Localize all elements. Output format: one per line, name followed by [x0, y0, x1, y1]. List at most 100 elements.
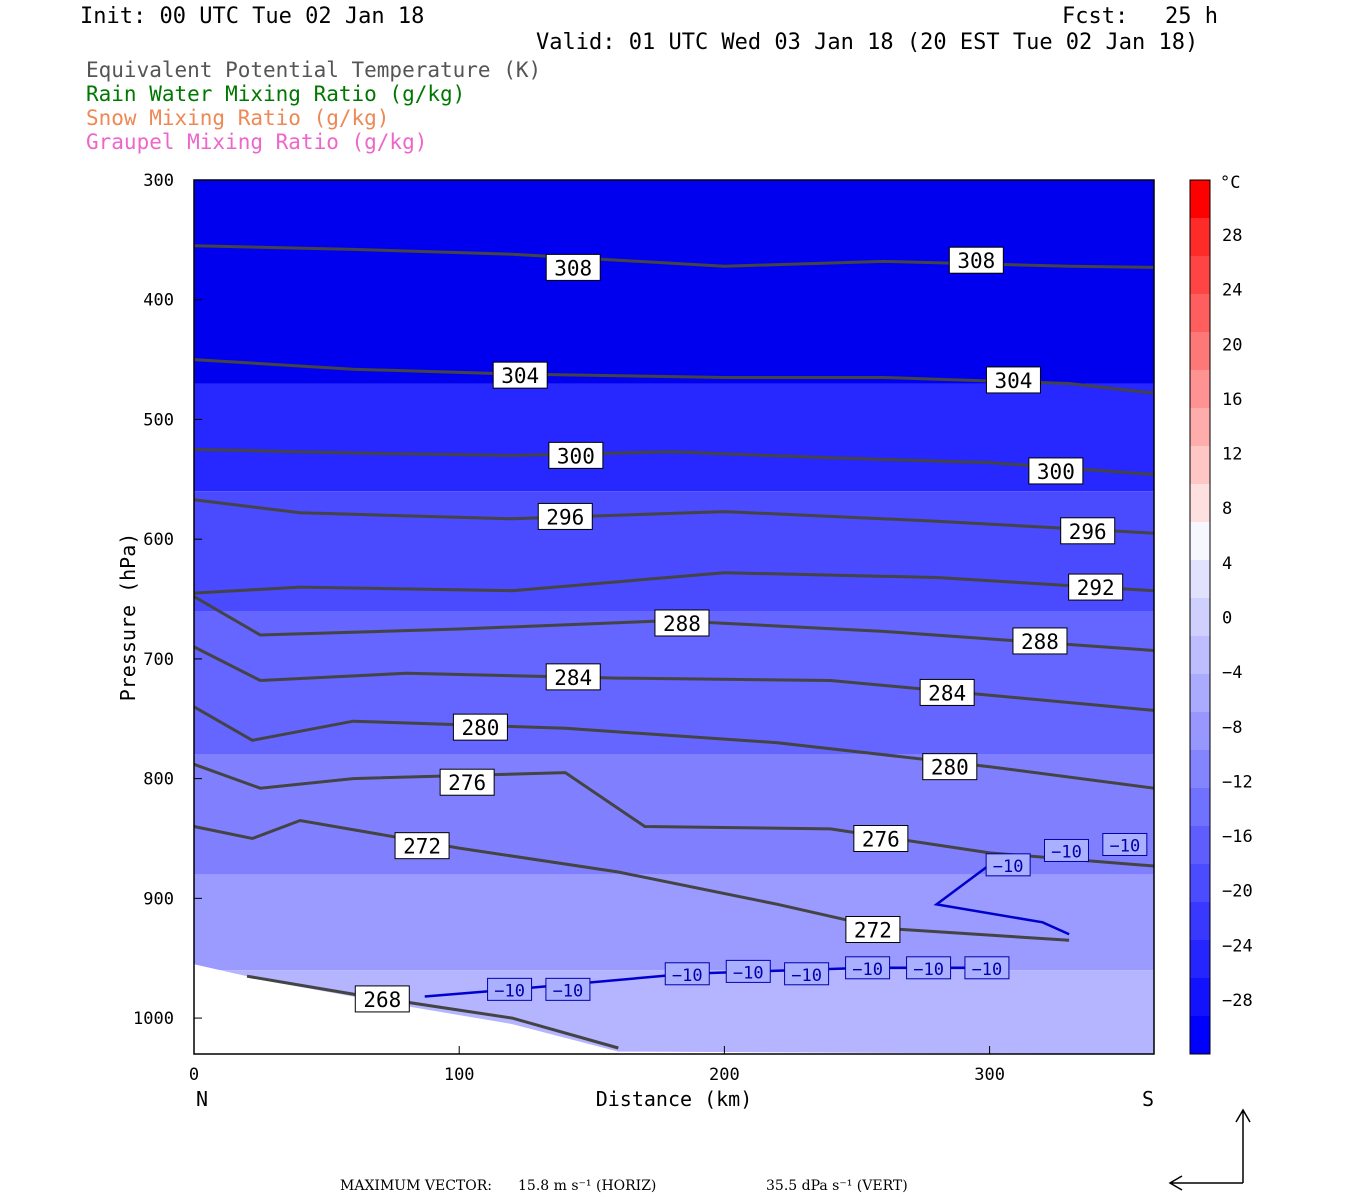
reference-vector-arrows — [1168, 1108, 1251, 1191]
contour-label: 304 — [501, 364, 539, 388]
theta-e-contour-280 — [193, 705, 1155, 790]
colorbar-swatch — [1190, 978, 1210, 1017]
contour-label: 280 — [461, 716, 499, 740]
contour-label: 300 — [557, 444, 595, 468]
colorbar-tick-label: −24 — [1222, 936, 1253, 956]
colorbar-swatch — [1190, 902, 1210, 941]
theta-e-contours: 308 308 304 304 300 300 296 296 292 288 288 284 284 2… — [193, 244, 1155, 1050]
colorbar-tick-label: −12 — [1222, 772, 1253, 792]
isotherm-label-box — [906, 956, 952, 980]
temp-band-1 — [194, 383, 1154, 492]
colorbar-swatch — [1190, 940, 1210, 979]
colorbar-tick-label: 8 — [1222, 499, 1232, 519]
contour-label-box — [1068, 573, 1124, 601]
contour-label-box — [845, 915, 901, 943]
x-axis-label: Distance (km) — [596, 1087, 753, 1111]
colorbar-tick-label: −28 — [1222, 991, 1253, 1011]
contour-label-box — [537, 502, 593, 530]
colorbar-swatch — [1190, 218, 1210, 257]
colorbar-tick-label: −4 — [1222, 663, 1242, 683]
max-vector-label: MAXIMUM VECTOR: — [340, 1178, 492, 1194]
theta-e-contour-276 — [193, 762, 1155, 868]
colorbar-swatch — [1190, 864, 1210, 903]
colorbar-swatch — [1190, 484, 1210, 523]
colorbar-tick-label: 4 — [1222, 554, 1232, 574]
max-vector-vert: 35.5 dPa s⁻¹ (VERT) — [766, 1178, 908, 1194]
contour-label: 276 — [862, 827, 900, 851]
isotherm-label-box — [664, 962, 710, 986]
theta-e-contour-304 — [193, 358, 1155, 395]
x-tick-label: 200 — [709, 1065, 740, 1085]
init-time: Init: 00 UTC Tue 02 Jan 18 — [80, 4, 425, 29]
colorbar-swatch — [1190, 750, 1210, 789]
contour-label-box — [1028, 457, 1084, 485]
theta-e-contour-300 — [193, 447, 1155, 476]
temp-band-2 — [194, 491, 1154, 612]
y-tick-label: 300 — [143, 171, 174, 191]
colorbar-tick-label: −20 — [1222, 882, 1253, 902]
colorbar-swatch — [1190, 332, 1210, 371]
isotherm-label-box — [845, 956, 891, 980]
isotherm-label: −10 — [791, 966, 822, 986]
contour-label: 284 — [554, 666, 592, 690]
isotherm-label: −10 — [733, 963, 764, 983]
contour-label-box — [654, 609, 710, 637]
isotherm-label-box — [1102, 832, 1148, 856]
theta-e-contour-308 — [193, 244, 1155, 269]
theta-e-contour-284 — [193, 645, 1155, 712]
x-tick-label: 0 — [189, 1065, 199, 1085]
contour-label-box — [545, 253, 601, 281]
theta-e-contour-292 — [193, 571, 1155, 595]
colorbar-swatch — [1190, 294, 1210, 333]
isotherm-label: −10 — [1109, 836, 1140, 856]
contour-label: 276 — [448, 771, 486, 795]
isotherm-label: −10 — [993, 857, 1024, 877]
contour-label: 292 — [1077, 576, 1115, 600]
colorbar: °C 28 24 20 16 12 8 4 0 −4 −8 −12 −16 −20 −24 −28 — [1189, 173, 1253, 1055]
legend-graupel: Graupel Mixing Ratio (g/kg) — [86, 130, 428, 154]
contour-label: 296 — [1069, 520, 1107, 544]
contour-label: 280 — [931, 756, 969, 780]
temp-band-0 — [194, 180, 1154, 384]
colorbar-tick-label: −16 — [1222, 827, 1253, 847]
colorbar-swatch — [1190, 712, 1210, 751]
contour-label-box — [439, 768, 495, 796]
contour-label-box — [948, 246, 1004, 274]
isotherm-label-box — [545, 977, 591, 1001]
legend-snow: Snow Mixing Ratio (g/kg) — [86, 106, 390, 130]
colorbar-swatch — [1190, 674, 1210, 713]
x-tick-label: 100 — [444, 1065, 475, 1085]
colorbar-tick-label: 0 — [1222, 609, 1232, 629]
theta-e-contour-296 — [193, 498, 1155, 535]
valid-time: Valid: 01 UTC Wed 03 Jan 18 (20 EST Tue … — [536, 30, 1199, 55]
isotherm-label: −10 — [1051, 842, 1082, 862]
contour-label-box — [985, 366, 1041, 394]
isotherm-label: −10 — [972, 960, 1003, 980]
max-vector-horiz: 15.8 m s⁻¹ (HORIZ) — [518, 1178, 657, 1194]
colorbar-tick-label: 20 — [1222, 335, 1242, 355]
y-tick-label: 700 — [143, 650, 174, 670]
colorbar-frame — [1189, 179, 1211, 1055]
contour-label-box — [922, 753, 978, 781]
contour-label: 308 — [957, 249, 995, 273]
legend-theta-e: Equivalent Potential Temperature (K) — [86, 58, 542, 82]
isotherm-label: −10 — [553, 981, 584, 1001]
colorbar-swatch — [1190, 408, 1210, 447]
contour-label: 272 — [854, 918, 892, 942]
forecast-hours: 25 h — [1165, 4, 1218, 29]
contour-label: 288 — [1021, 630, 1059, 654]
south-label: S — [1142, 1087, 1154, 1111]
contour-label-box — [548, 441, 604, 469]
isotherm-label: −10 — [494, 981, 525, 1001]
isotherm-label: −10 — [852, 960, 883, 980]
theta-e-contour-268 — [246, 974, 619, 1050]
colorbar-tick-label: 28 — [1222, 226, 1242, 246]
y-tick-label: 1000 — [133, 1009, 174, 1029]
colorbar-swatch — [1190, 256, 1210, 295]
contour-label-box — [1012, 627, 1068, 655]
contour-label: 284 — [928, 681, 966, 705]
contour-label: 308 — [554, 256, 592, 280]
isotherm-label-box — [1043, 838, 1089, 862]
colorbar-tick-label: 24 — [1222, 281, 1242, 301]
contour-label: 272 — [403, 835, 441, 859]
